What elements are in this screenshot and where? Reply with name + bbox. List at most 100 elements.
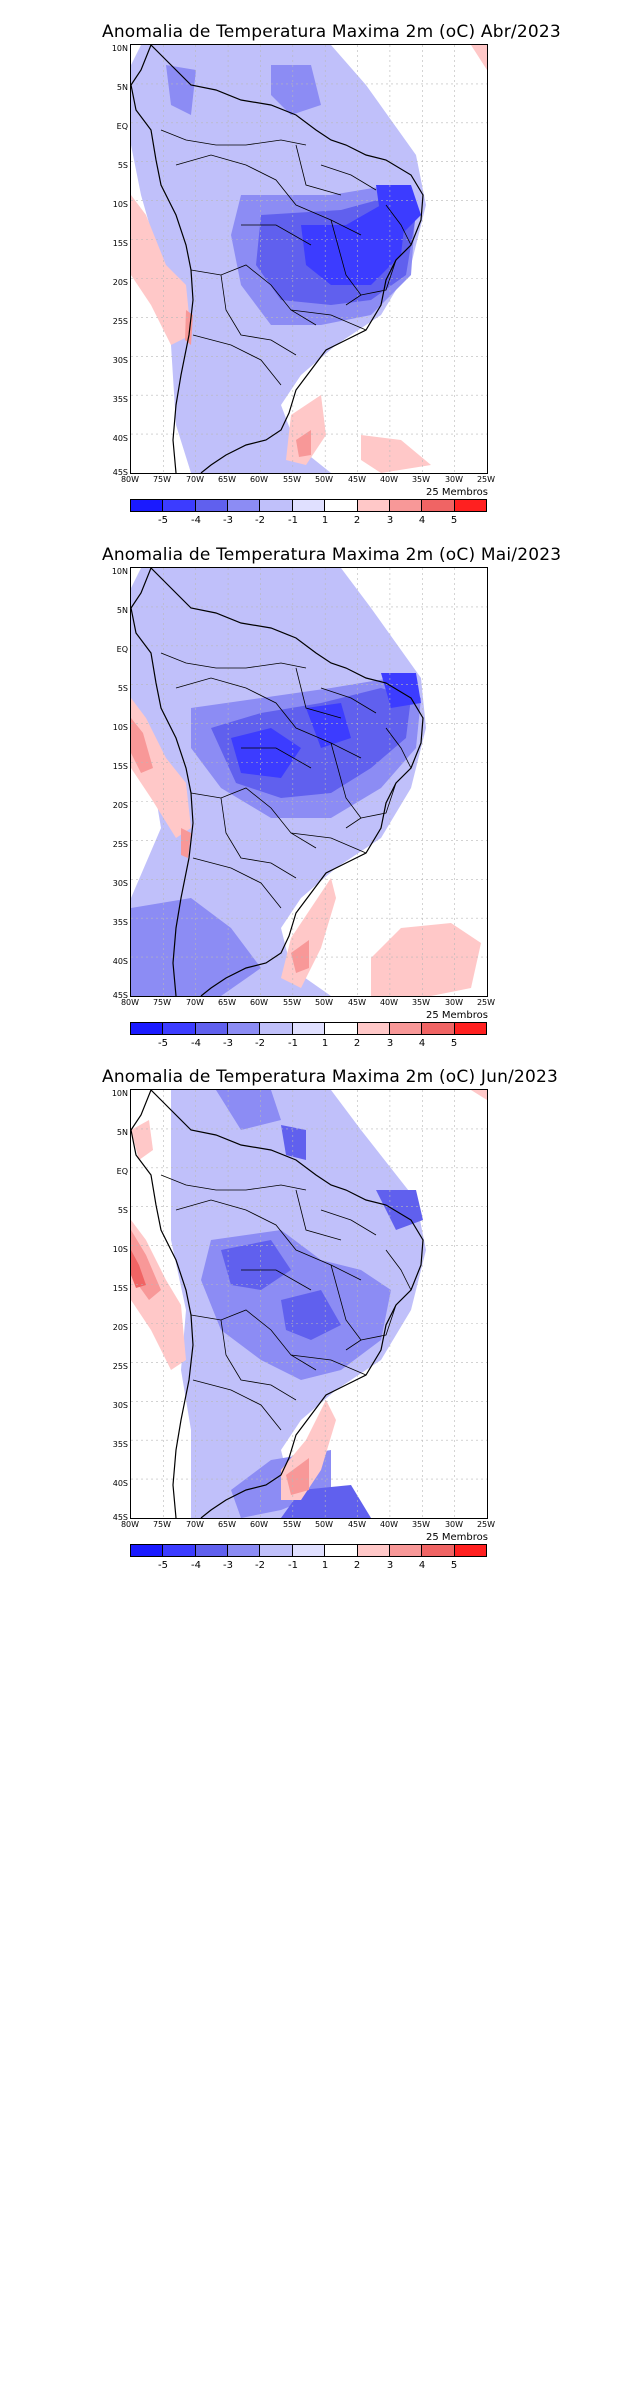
anomaly-fill [131,45,487,473]
colorbar-label: 1 [321,1560,329,1571]
lon-label: 75W [152,998,172,1007]
lon-label: 35W [411,998,431,1007]
lat-label: 30S [112,879,128,888]
lon-label: 55W [282,998,302,1007]
lat-label: 5S [117,161,128,170]
borders [160,1174,412,1431]
lon-label: 30W [444,475,464,484]
lon-label: 50W [314,998,334,1007]
lat-label: 35S [112,1440,128,1449]
lon-label: 25W [476,998,496,1007]
panel-title: Anomalia de Temperatura Maxima 2m (oC) A… [102,22,561,42]
lon-label: 55W [282,475,302,484]
lat-label: 20S [112,801,128,810]
lat-label: 25S [112,317,128,326]
lon-label: 60W [249,475,269,484]
colorbar-label: 5 [450,1560,458,1571]
colorbar-label: -2 [255,515,265,526]
lon-label: 30W [444,1520,464,1529]
lon-label: 30W [444,998,464,1007]
colorbar-label: -4 [191,515,201,526]
lon-label: 80W [120,998,140,1007]
colorbar-label: 1 [321,515,329,526]
lat-label: 20S [112,278,128,287]
colorbar-label: -1 [288,1560,298,1571]
lat-label: 45S [112,1513,128,1522]
grid-lines [131,568,487,996]
map-svg [131,568,487,996]
colorbar-label: 4 [418,1560,426,1571]
members-label: 25 Membros [426,487,488,498]
lon-label: 40W [379,475,399,484]
lat-label: 30S [112,356,128,365]
colorbar-label: -5 [158,515,168,526]
lon-label: 75W [152,1520,172,1529]
colorbar-label: 5 [450,1038,458,1049]
lon-label: 65W [217,1520,237,1529]
lat-label: 10N [111,1089,128,1098]
colorbar-label: 2 [353,1560,361,1571]
lon-label: 80W [120,475,140,484]
lat-label: 10N [111,44,128,53]
colorbar-label: -2 [255,1038,265,1049]
map-svg [131,45,487,473]
lat-label: 45S [112,991,128,1000]
lon-label: 40W [379,998,399,1007]
lat-label: 5S [117,1206,128,1215]
lat-label: 35S [112,395,128,404]
colorbar-label: -4 [191,1560,201,1571]
lat-label: 25S [112,1362,128,1371]
lon-label: 25W [476,1520,496,1529]
anomaly-fill [131,568,481,996]
colorbar-label: -2 [255,1560,265,1571]
lat-label: 15S [112,239,128,248]
lat-label: EQ [116,1167,128,1176]
colorbar-label: -1 [288,1038,298,1049]
panel-title: Anomalia de Temperatura Maxima 2m (oC) J… [102,1067,559,1087]
colorbar-label: 5 [450,515,458,526]
lon-label: 40W [379,1520,399,1529]
lon-label: 45W [347,475,367,484]
panel-jun: Anomalia de Temperatura Maxima 2m (oC) J… [102,1067,558,1592]
colorbar-label: 3 [386,515,394,526]
colorbar [130,1022,487,1035]
lon-label: 35W [411,475,431,484]
colorbar-label: -3 [223,1038,233,1049]
colorbar-label: 1 [321,1038,329,1049]
colorbar-label: -5 [158,1038,168,1049]
lon-label: 65W [217,998,237,1007]
borders [160,129,412,386]
grid-lines [131,45,487,473]
lat-label: 5N [116,1128,128,1137]
lat-label: 5N [116,83,128,92]
lat-label: EQ [116,122,128,131]
colorbar-label: -1 [288,515,298,526]
lat-label: 40S [112,957,128,966]
colorbar-label: 2 [353,515,361,526]
colorbar-label: 3 [386,1560,394,1571]
colorbar [130,499,487,512]
lon-label: 50W [314,475,334,484]
anomaly-map [130,567,488,997]
lon-label: 70W [185,1520,205,1529]
colorbar-label: -5 [158,1560,168,1571]
lat-label: 20S [112,1323,128,1332]
lat-label: 10S [112,200,128,209]
panel-title: Anomalia de Temperatura Maxima 2m (oC) M… [102,545,562,565]
lat-label: 15S [112,1284,128,1293]
lon-label: 35W [411,1520,431,1529]
grid-lines [131,1090,487,1518]
lon-label: 65W [217,475,237,484]
borders [160,652,412,909]
lon-label: 70W [185,998,205,1007]
colorbar-label: 4 [418,1038,426,1049]
anomaly-map [130,44,488,474]
anomaly-map [130,1089,488,1519]
lon-label: 70W [185,475,205,484]
lat-label: 10S [112,1245,128,1254]
colorbar-label: -4 [191,1038,201,1049]
lat-label: 35S [112,918,128,927]
lat-label: 25S [112,840,128,849]
anomaly-fill [131,1090,487,1518]
panel-abr: Anomalia de Temperatura Maxima 2m (oC) A… [102,22,561,547]
